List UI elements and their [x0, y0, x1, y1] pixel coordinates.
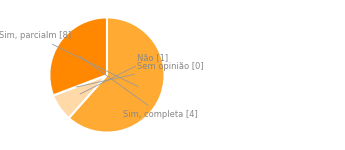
Text: Sem opinião [0]: Sem opinião [0]: [76, 62, 204, 87]
Text: Sim, parcialm [8]: Sim, parcialm [8]: [0, 31, 138, 86]
Text: Sim, completa [4]: Sim, completa [4]: [80, 56, 198, 119]
Text: Não [1]: Não [1]: [80, 53, 168, 94]
Wedge shape: [49, 17, 107, 95]
Wedge shape: [69, 17, 165, 133]
Wedge shape: [53, 75, 107, 95]
Wedge shape: [53, 75, 107, 118]
